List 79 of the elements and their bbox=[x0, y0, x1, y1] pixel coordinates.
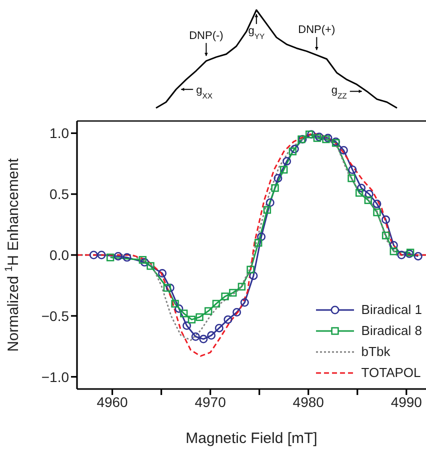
point bbox=[158, 269, 167, 278]
y-tick-label: 1.0 bbox=[50, 125, 70, 142]
point bbox=[307, 130, 316, 139]
x-axis-title: Magnetic Field [mT] bbox=[186, 430, 318, 447]
point bbox=[288, 148, 297, 156]
legend-label: bTbk bbox=[361, 344, 390, 359]
legend-label: Biradical 1 bbox=[361, 302, 422, 317]
point bbox=[232, 308, 242, 317]
point bbox=[364, 190, 374, 198]
point bbox=[305, 130, 314, 138]
point bbox=[280, 166, 288, 174]
annotation: g$_{XX}$ bbox=[196, 84, 212, 100]
point bbox=[339, 146, 348, 154]
point bbox=[180, 310, 188, 318]
point bbox=[212, 300, 220, 308]
point bbox=[372, 200, 382, 208]
y-tick-label: 0.5 bbox=[50, 186, 70, 202]
point bbox=[188, 316, 196, 324]
point bbox=[249, 271, 258, 280]
point bbox=[263, 206, 272, 214]
annotation: g$_{ZZ}$ bbox=[331, 84, 348, 100]
point bbox=[238, 282, 246, 291]
point bbox=[224, 315, 232, 324]
point bbox=[140, 258, 149, 267]
point bbox=[122, 253, 132, 262]
x-tick-label: 4980 bbox=[292, 394, 324, 410]
point bbox=[389, 241, 398, 250]
point bbox=[163, 284, 172, 292]
point bbox=[221, 292, 229, 300]
point bbox=[182, 321, 192, 330]
point bbox=[166, 284, 174, 292]
legend-label: TOTAPOL bbox=[361, 365, 421, 380]
x-tick-label: 4970 bbox=[194, 394, 226, 410]
y-tick-label: 0.0 bbox=[50, 246, 70, 263]
point bbox=[271, 184, 279, 192]
point bbox=[171, 300, 179, 308]
point bbox=[364, 196, 372, 204]
point bbox=[138, 256, 147, 264]
y-tick-label: −0.5 bbox=[41, 308, 70, 324]
point bbox=[324, 134, 332, 142]
point bbox=[229, 288, 237, 297]
point bbox=[257, 232, 266, 241]
point bbox=[390, 247, 398, 256]
annotation: DNP(-) bbox=[189, 30, 224, 42]
legend-label: Biradical 8 bbox=[361, 323, 422, 338]
point bbox=[106, 254, 114, 262]
point bbox=[246, 266, 254, 274]
point bbox=[382, 232, 390, 240]
x-tick-label: 4960 bbox=[96, 394, 128, 410]
point bbox=[114, 252, 122, 260]
point bbox=[348, 174, 356, 182]
annotation: g$_{YY}$ bbox=[248, 25, 265, 40]
point bbox=[282, 156, 292, 166]
point bbox=[382, 215, 390, 224]
point bbox=[214, 324, 224, 332]
point bbox=[348, 165, 357, 174]
point bbox=[204, 307, 212, 315]
point bbox=[357, 184, 366, 192]
annotation: DNP(+) bbox=[298, 24, 336, 36]
point bbox=[196, 313, 204, 321]
point bbox=[322, 135, 330, 144]
x-tick-label: 4990 bbox=[390, 394, 422, 410]
point bbox=[174, 304, 184, 313]
point bbox=[274, 174, 282, 183]
point bbox=[97, 250, 106, 260]
point bbox=[397, 250, 406, 260]
point bbox=[254, 238, 262, 247]
point bbox=[240, 298, 249, 307]
point bbox=[266, 198, 274, 207]
point bbox=[207, 331, 216, 340]
point bbox=[373, 208, 381, 216]
point bbox=[89, 250, 98, 260]
point bbox=[414, 252, 422, 260]
point bbox=[191, 332, 200, 341]
point bbox=[146, 262, 154, 270]
y-tick-label: −1.0 bbox=[41, 368, 70, 385]
point bbox=[355, 189, 364, 197]
point bbox=[290, 144, 299, 154]
point bbox=[199, 334, 208, 344]
